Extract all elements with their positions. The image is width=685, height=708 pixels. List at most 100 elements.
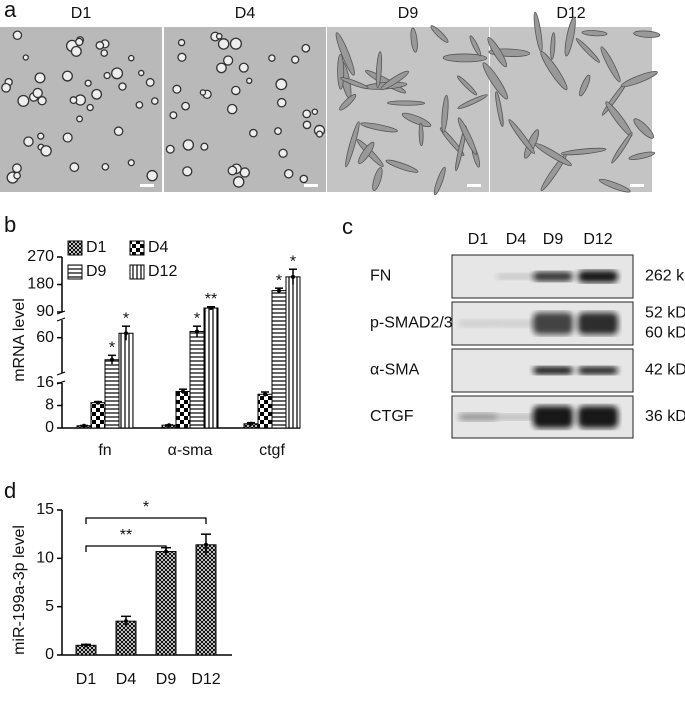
scale-bar bbox=[304, 184, 318, 187]
cell bbox=[457, 117, 477, 155]
size-label: 262 kDa bbox=[645, 268, 685, 285]
data-point bbox=[124, 619, 128, 624]
legend-label: D4 bbox=[148, 239, 169, 256]
cell bbox=[232, 176, 245, 188]
y-tick-label: 10 bbox=[36, 550, 54, 567]
cell bbox=[200, 142, 209, 151]
lane-label: D4 bbox=[506, 231, 527, 248]
cell bbox=[315, 130, 324, 138]
cell bbox=[340, 77, 369, 89]
y-tick-label: 60 bbox=[36, 329, 54, 346]
x-tick-label: D1 bbox=[76, 671, 97, 688]
significance: * bbox=[194, 310, 200, 327]
cell bbox=[275, 78, 288, 91]
cell bbox=[37, 96, 47, 106]
y-axis-label: miR-199a-3p level bbox=[11, 525, 28, 655]
legend-label: D1 bbox=[86, 239, 107, 256]
cell bbox=[633, 30, 661, 38]
cell bbox=[274, 127, 282, 136]
significance-bracket bbox=[85, 545, 167, 552]
data-point bbox=[167, 423, 171, 428]
significance: ** bbox=[120, 527, 132, 544]
cell bbox=[62, 132, 73, 143]
cell bbox=[375, 51, 383, 88]
data-point bbox=[263, 392, 267, 397]
cell bbox=[223, 55, 234, 66]
cell bbox=[150, 97, 159, 105]
cell bbox=[177, 38, 186, 47]
band bbox=[458, 413, 498, 421]
cell bbox=[301, 43, 311, 53]
x-tick-label: α-sma bbox=[168, 442, 213, 459]
x-tick-label: ctgf bbox=[259, 442, 285, 459]
legend-swatch bbox=[67, 240, 83, 256]
bar bbox=[257, 393, 273, 429]
data-point bbox=[181, 389, 185, 394]
size-label: 36 kDa bbox=[645, 408, 685, 425]
cell bbox=[1, 82, 11, 93]
cell bbox=[457, 94, 488, 110]
x-tick-label: D9 bbox=[156, 671, 177, 688]
cell bbox=[22, 54, 29, 61]
cell bbox=[439, 127, 465, 157]
cell bbox=[456, 75, 478, 96]
band bbox=[496, 319, 536, 328]
cell bbox=[575, 38, 601, 63]
band bbox=[533, 312, 573, 335]
cell bbox=[430, 25, 449, 43]
cell bbox=[12, 30, 23, 41]
band bbox=[533, 406, 573, 428]
x-tick-label: fn bbox=[98, 442, 111, 459]
cell bbox=[564, 16, 576, 57]
cell bbox=[100, 49, 109, 57]
cell bbox=[540, 51, 568, 91]
bar bbox=[104, 359, 120, 429]
data-point bbox=[124, 331, 128, 336]
cell bbox=[127, 159, 135, 167]
y-tick-label: 0 bbox=[45, 646, 54, 663]
data-point bbox=[209, 306, 213, 311]
cell bbox=[69, 162, 80, 173]
cell bbox=[283, 169, 294, 179]
y-tick-label: 5 bbox=[45, 598, 54, 615]
cell bbox=[40, 145, 52, 157]
cell bbox=[598, 178, 631, 193]
cell bbox=[299, 174, 309, 184]
band bbox=[578, 270, 618, 283]
data-point bbox=[291, 274, 295, 279]
cell bbox=[386, 100, 426, 106]
bar bbox=[118, 332, 134, 429]
y-tick-label: 15 bbox=[36, 501, 54, 518]
cell bbox=[360, 122, 398, 133]
size-label: 60 kDa bbox=[645, 325, 685, 342]
cell bbox=[482, 62, 509, 100]
legend-label: D12 bbox=[148, 263, 177, 280]
cell bbox=[469, 35, 482, 57]
significance-bracket bbox=[85, 517, 207, 524]
panel-letter: d bbox=[4, 478, 16, 503]
cell bbox=[249, 128, 258, 138]
cell bbox=[12, 163, 22, 174]
bar bbox=[115, 620, 137, 656]
cell bbox=[169, 111, 178, 120]
y-tick-label: 8 bbox=[45, 397, 54, 414]
cell bbox=[231, 85, 241, 96]
y-tick-label: 90 bbox=[36, 303, 54, 320]
axis-break bbox=[56, 317, 66, 322]
y-tick-label: 270 bbox=[27, 248, 54, 265]
x-tick-label: D4 bbox=[116, 671, 137, 688]
cell bbox=[182, 166, 193, 177]
cell bbox=[337, 53, 345, 90]
bar bbox=[203, 307, 219, 429]
cell bbox=[76, 115, 84, 123]
micrograph bbox=[164, 27, 326, 192]
band bbox=[496, 414, 536, 420]
data-point bbox=[249, 421, 253, 426]
band bbox=[533, 271, 573, 282]
cell bbox=[146, 169, 158, 182]
cell bbox=[217, 38, 230, 50]
y-axis-label: mRNA level bbox=[11, 298, 28, 382]
cell bbox=[357, 141, 375, 165]
cell bbox=[103, 71, 111, 80]
